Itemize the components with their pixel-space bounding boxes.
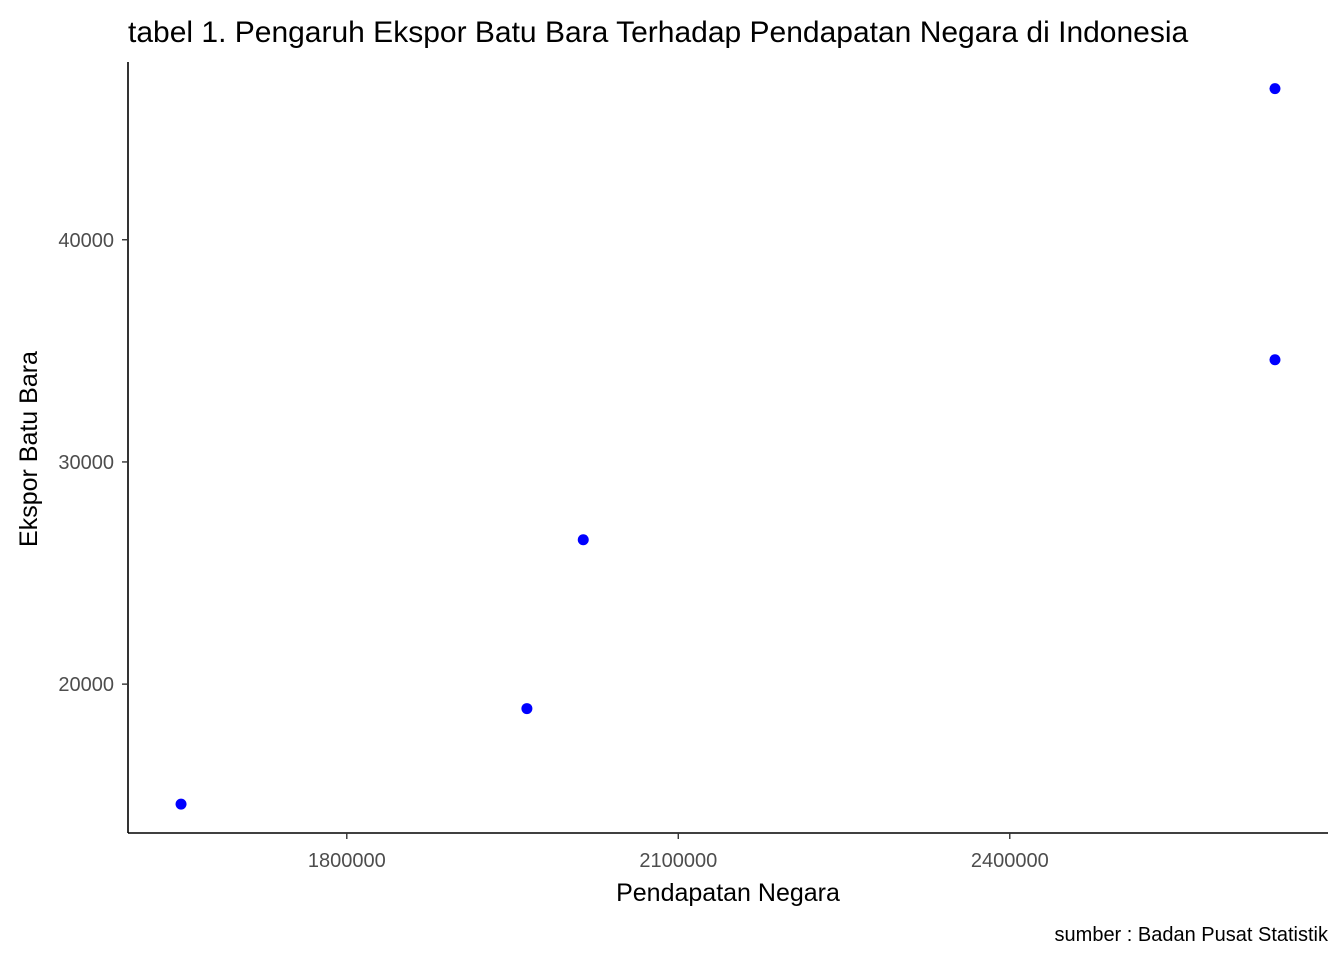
x-tick-label: 1800000	[308, 850, 386, 872]
x-tick-label: 2400000	[971, 850, 1049, 872]
data-point	[175, 798, 187, 810]
x-tick-label: 2100000	[639, 850, 717, 872]
y-tick-label: 20000	[58, 674, 114, 696]
data-point	[521, 703, 533, 715]
y-tick-label: 40000	[58, 230, 114, 252]
y-axis-title: Ekspor Batu Bara	[15, 351, 43, 547]
data-point	[577, 534, 589, 546]
source-caption: sumber : Badan Pusat Statistik	[1055, 924, 1329, 946]
data-point	[1269, 83, 1281, 95]
y-tick-label: 30000	[58, 452, 114, 474]
y-axis: 20000 30000 40000	[58, 62, 129, 833]
data-points	[175, 83, 1281, 810]
x-axis: 1800000 2100000 2400000	[128, 832, 1328, 872]
data-point	[1269, 354, 1281, 366]
x-axis-title: Pendapatan Negara	[616, 879, 840, 907]
chart-title: tabel 1. Pengaruh Ekspor Batu Bara Terha…	[128, 16, 1189, 49]
